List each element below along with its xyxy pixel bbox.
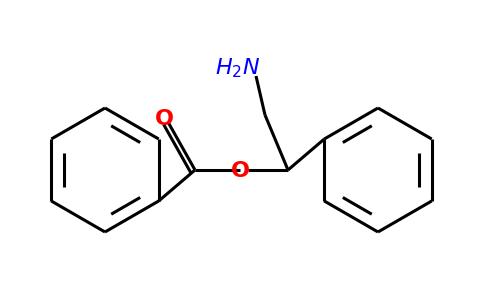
Text: $H_2N$: $H_2N$ (215, 56, 261, 80)
Text: O: O (154, 109, 173, 129)
Text: O: O (230, 161, 249, 181)
